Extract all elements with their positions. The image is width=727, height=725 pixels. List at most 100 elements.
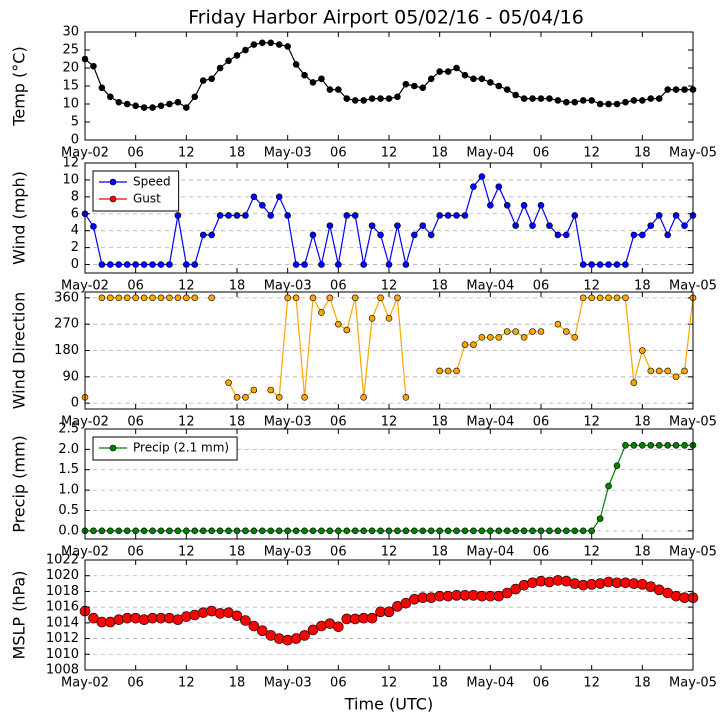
y-tick-label: 4 <box>71 223 79 238</box>
data-point <box>487 202 494 209</box>
data-point <box>411 82 418 90</box>
x-tick-label: 06 <box>330 146 347 161</box>
data-point <box>343 95 351 102</box>
data-point <box>546 527 553 535</box>
data-point <box>596 100 604 108</box>
y-tick-label: 0 <box>71 257 79 272</box>
y-tick-label: 2.5 <box>58 422 79 437</box>
y-tick-label: 1018 <box>46 584 79 599</box>
data-point <box>546 222 553 229</box>
data-point <box>571 334 579 341</box>
data-point <box>366 612 378 624</box>
data-point <box>115 98 123 106</box>
data-point <box>588 294 595 302</box>
data-point <box>537 95 545 102</box>
data-point <box>301 261 308 268</box>
data-point <box>681 441 688 449</box>
legend-label: Speed <box>133 175 171 189</box>
y-tick-label: 180 <box>54 343 79 358</box>
data-point <box>216 64 224 72</box>
data-point <box>444 527 452 535</box>
x-tick-label: May-04 <box>466 415 514 430</box>
data-point <box>681 367 688 375</box>
data-point <box>622 294 629 302</box>
data-point <box>90 527 97 535</box>
data-point <box>478 173 486 180</box>
data-point <box>343 326 351 334</box>
data-point <box>622 261 629 268</box>
data-point <box>411 231 418 239</box>
data-point <box>672 86 680 93</box>
data-point <box>588 261 595 268</box>
data-point <box>115 527 123 535</box>
data-point <box>672 441 680 449</box>
data-point <box>520 95 528 102</box>
data-point <box>630 231 638 239</box>
data-point <box>529 95 536 102</box>
data-point <box>470 75 477 83</box>
x-tick-label: May-04 <box>466 545 514 560</box>
data-point <box>571 212 579 219</box>
data-point <box>529 328 536 335</box>
y-tick-label: 90 <box>62 369 79 384</box>
data-point <box>554 231 562 239</box>
plot-frame <box>84 291 694 410</box>
data-point <box>461 341 469 348</box>
data-point <box>326 86 334 93</box>
data-point <box>284 294 291 302</box>
data-point <box>267 386 275 394</box>
data-point <box>191 93 199 101</box>
data-point <box>309 79 317 86</box>
data-point <box>672 212 680 219</box>
data-point <box>360 261 367 268</box>
x-tick-label: 18 <box>431 545 448 560</box>
data-point <box>248 620 260 632</box>
data-point <box>427 75 435 83</box>
data-point <box>166 294 173 302</box>
y-tick-label: 270 <box>54 317 79 332</box>
data-point <box>402 261 410 268</box>
data-point <box>257 625 268 637</box>
data-point <box>664 231 671 239</box>
data-point <box>132 261 139 268</box>
data-point <box>579 527 587 535</box>
x-tick-label: 12 <box>583 415 600 430</box>
y-tick-label: 15 <box>62 79 79 94</box>
data-point <box>681 86 688 93</box>
data-point <box>267 527 275 535</box>
y-tick-label: 30 <box>62 25 79 40</box>
data-point <box>503 202 511 209</box>
x-tick-label: May-03 <box>264 545 312 560</box>
x-tick-label: 18 <box>431 676 448 691</box>
data-point <box>284 212 291 219</box>
data-point <box>326 222 334 229</box>
x-tick-label: 06 <box>330 676 347 691</box>
x-tick-label: 06 <box>127 676 144 691</box>
plot-frame <box>84 559 694 671</box>
x-tick-label: May-05 <box>669 545 717 560</box>
data-point <box>242 393 249 401</box>
data-point <box>639 441 646 449</box>
y-tick-label: 12 <box>62 156 79 171</box>
x-tick-label: May-03 <box>264 279 312 294</box>
data-point <box>166 100 173 108</box>
y-tick-label: 1.0 <box>58 483 79 498</box>
x-tick-label: 18 <box>634 676 651 691</box>
x-tick-label: May-03 <box>264 676 312 691</box>
data-point <box>326 527 334 535</box>
data-point <box>436 527 443 535</box>
y-tick-label: 0.5 <box>58 503 79 518</box>
y-axis-label: Temp (°C) <box>10 46 29 126</box>
data-point <box>259 527 266 535</box>
data-point <box>605 261 612 268</box>
data-point <box>613 100 621 108</box>
x-tick-label: 06 <box>330 545 347 560</box>
x-tick-label: 06 <box>127 146 144 161</box>
x-tick-label: May-04 <box>466 146 514 161</box>
data-point <box>166 261 173 268</box>
legend: Precip (2.1 mm) <box>92 436 238 461</box>
data-point <box>199 77 207 84</box>
y-tick-label: 1014 <box>46 615 79 630</box>
data-point <box>284 527 291 535</box>
x-tick-label: 12 <box>381 146 398 161</box>
